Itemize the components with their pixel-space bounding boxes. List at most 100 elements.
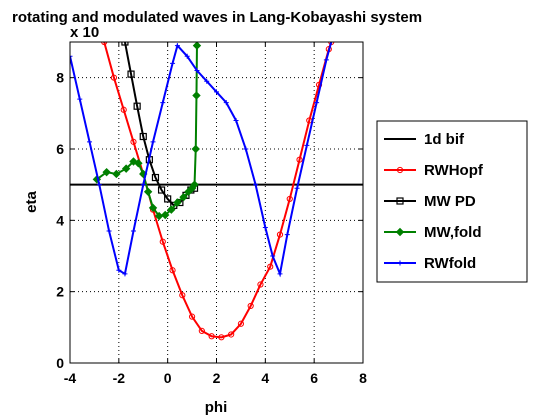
legend-item: 1d bif — [384, 131, 465, 148]
data-point — [167, 205, 176, 214]
series-rwfold — [70, 42, 334, 278]
axis-exponent-label: x 10 — [70, 24, 99, 41]
data-point — [198, 327, 205, 334]
legend-item: MW,fold — [384, 224, 481, 241]
chart-title: rotating and modulated waves in Lang-Kob… — [12, 9, 422, 26]
y-tick-label: 8 — [56, 70, 64, 86]
data-point — [150, 139, 156, 145]
data-point — [102, 167, 111, 177]
series-line — [70, 42, 333, 278]
y-tick-label: 2 — [56, 284, 64, 300]
series-mw-fold — [92, 42, 202, 221]
x-axis-label: phi — [205, 399, 228, 416]
data-point — [396, 166, 404, 174]
data-point — [218, 334, 225, 341]
data-point — [247, 302, 254, 310]
data-point — [314, 100, 320, 106]
data-point — [148, 203, 158, 213]
data-point — [188, 313, 196, 320]
legend-label: 1d bif — [424, 131, 465, 148]
data-point — [192, 42, 202, 50]
y-tick-label: 6 — [56, 141, 64, 157]
data-point — [110, 74, 118, 81]
legend: 1d bif RWHopf MW PD MW,fold RWfold — [376, 120, 528, 283]
data-point — [179, 292, 186, 299]
data-point — [179, 192, 188, 202]
data-point — [161, 210, 170, 220]
x-tick-label: 8 — [359, 370, 367, 386]
series-layer — [70, 42, 363, 341]
data-point — [173, 198, 182, 207]
data-point — [194, 68, 200, 74]
data-point — [77, 96, 83, 102]
data-point — [223, 100, 229, 106]
data-point — [169, 267, 176, 274]
data-point — [122, 271, 128, 277]
legend-label: RWHopf — [424, 162, 484, 179]
data-point — [296, 156, 303, 163]
y-axis-label: eta — [23, 191, 40, 213]
legend-label: MW PD — [424, 193, 476, 210]
data-point — [395, 227, 405, 237]
data-point — [133, 102, 141, 110]
data-point — [174, 43, 180, 49]
data-point — [286, 195, 293, 203]
data-point — [208, 333, 215, 340]
x-tick-label: -4 — [64, 370, 77, 386]
data-point — [304, 142, 310, 148]
data-point — [262, 224, 268, 230]
x-tick-label: 6 — [310, 370, 318, 386]
data-point — [396, 197, 404, 205]
data-point — [96, 182, 102, 188]
data-point — [328, 42, 334, 45]
data-point — [267, 263, 274, 270]
x-tick-label: 4 — [261, 370, 269, 386]
data-point — [139, 132, 147, 141]
data-point — [397, 260, 403, 266]
y-tick-label: 4 — [56, 212, 64, 228]
data-point — [190, 180, 199, 189]
x-tick-label: 2 — [213, 370, 221, 386]
legend-item: RWHopf — [384, 162, 484, 179]
data-point — [112, 169, 121, 179]
data-point — [127, 70, 135, 78]
data-point — [106, 228, 112, 234]
data-point — [170, 60, 176, 66]
data-point — [284, 232, 290, 238]
data-point — [157, 186, 166, 194]
data-point — [159, 238, 166, 245]
data-point — [143, 187, 153, 197]
data-point — [120, 106, 127, 113]
data-point — [253, 182, 259, 188]
data-point — [243, 146, 249, 152]
data-point — [228, 331, 235, 338]
data-point — [191, 144, 200, 154]
legend-item: RWfold — [384, 255, 476, 272]
data-point — [160, 100, 166, 106]
data-point — [151, 173, 160, 182]
data-point — [214, 89, 219, 95]
data-point — [323, 57, 329, 63]
data-point — [121, 42, 129, 46]
data-point — [116, 267, 122, 273]
data-point — [70, 53, 73, 59]
ticks: -4 -2 0 2 4 6 8 0 2 4 6 8 — [56, 42, 367, 386]
data-point — [130, 228, 136, 234]
data-point — [184, 53, 190, 59]
data-point — [192, 91, 201, 100]
legend-label: RWfold — [424, 255, 476, 272]
data-point — [277, 271, 283, 277]
data-point — [257, 281, 264, 288]
data-point — [87, 139, 93, 145]
data-point — [140, 182, 146, 188]
data-point — [121, 164, 131, 173]
data-point — [204, 78, 210, 84]
x-tick-label: 0 — [164, 370, 172, 386]
data-point — [237, 320, 245, 327]
legend-label: MW,fold — [424, 224, 481, 241]
x-tick-label: -2 — [113, 370, 126, 386]
data-point — [134, 159, 143, 168]
y-tick-label: 0 — [56, 355, 64, 371]
legend-item: MW PD — [384, 193, 476, 210]
data-point — [164, 195, 172, 203]
